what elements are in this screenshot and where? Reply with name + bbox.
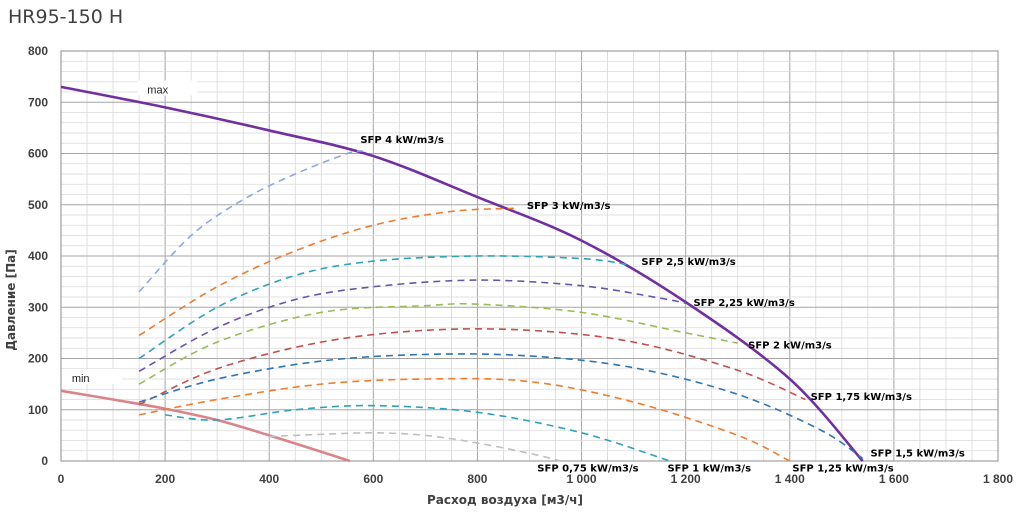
- series-group: [60, 85, 864, 463]
- series-line-sfp-1-5-kw-m3-s: [138, 353, 864, 460]
- label-box: [61, 368, 122, 384]
- y-tick-label: 400: [28, 249, 48, 263]
- curve-label: min: [72, 373, 90, 385]
- y-axis-label: Давление [Па]: [4, 249, 18, 350]
- series-line-max: [60, 85, 864, 462]
- series-line-sfp-4-kw-m3-s: [138, 150, 364, 293]
- y-tick-label: 300: [28, 300, 48, 314]
- x-tick-label: 1 200: [671, 472, 701, 486]
- x-axis-label: Расход воздуха [м3/ч]: [427, 493, 583, 507]
- curve-label: SFP 2 kW/m3/s: [748, 341, 832, 352]
- chart-title: HR95-150 H: [8, 6, 124, 28]
- x-tick-label: 1 000: [567, 472, 597, 486]
- series-line-sfp-2-25-kw-m3-s: [138, 279, 686, 373]
- x-tick-label: 800: [467, 472, 487, 486]
- series-line-sfp-1-75-kw-m3-s: [138, 328, 806, 406]
- x-tick-label: 1 800: [983, 472, 1013, 486]
- y-tick-label: 500: [28, 198, 48, 212]
- x-tick-label: 600: [363, 472, 383, 486]
- y-tick-label: 700: [28, 95, 48, 109]
- curve-label: SFP 2,25 kW/m3/s: [693, 298, 794, 309]
- x-tick-label: 200: [155, 472, 175, 486]
- curve-label: SFP 1,5 kW/m3/s: [870, 448, 964, 459]
- series-line-sfp-2-kw-m3-s: [138, 302, 738, 385]
- series-line-sfp-2-5-kw-m3-s: [138, 255, 629, 360]
- series-line-sfp-1-25-kw-m3-s: [138, 377, 791, 462]
- label-box: [137, 80, 198, 96]
- curve-label: SFP 4 kW/m3/s: [360, 135, 444, 146]
- curve-label: SFP 1 kW/m3/s: [667, 464, 751, 475]
- plot-frame: [60, 50, 999, 462]
- y-tick-label: 200: [28, 352, 48, 366]
- y-tick-label: 100: [28, 403, 48, 417]
- series-line-sfp-3-kw-m3-s: [138, 207, 514, 337]
- y-tick-label: 0: [41, 454, 48, 468]
- x-tick-label: 1 400: [775, 472, 805, 486]
- series-line-sfp-0-75-kw-m3-s: [269, 432, 561, 462]
- curve-label: SFP 1,25 kW/m3/s: [792, 464, 893, 475]
- curve-label: SFP 1,75 kW/m3/s: [811, 392, 912, 403]
- x-tick-label: 400: [259, 472, 279, 486]
- y-tick-label: 600: [28, 147, 48, 161]
- axes: 0 200 400 600 800 1 000 1 200 1 400 1 600 1 800 0 1…: [28, 44, 1013, 486]
- x-tick-label: 0: [58, 472, 65, 486]
- y-tick-label: 800: [28, 44, 48, 58]
- curve-label: SFP 3 kW/m3/s: [527, 201, 611, 212]
- curve-label: SFP 0,75 kW/m3/s: [537, 464, 638, 475]
- x-tick-label: 1 600: [879, 472, 909, 486]
- labels-group: max min SFP 4 kW/m3/s SFP 3 kW/m3/s SFP 2,5 …: [61, 80, 965, 475]
- series-line-sfp-1-kw-m3-s: [165, 404, 671, 462]
- curve-label: max: [147, 84, 168, 96]
- curve-label: SFP 2,5 kW/m3/s: [641, 257, 735, 268]
